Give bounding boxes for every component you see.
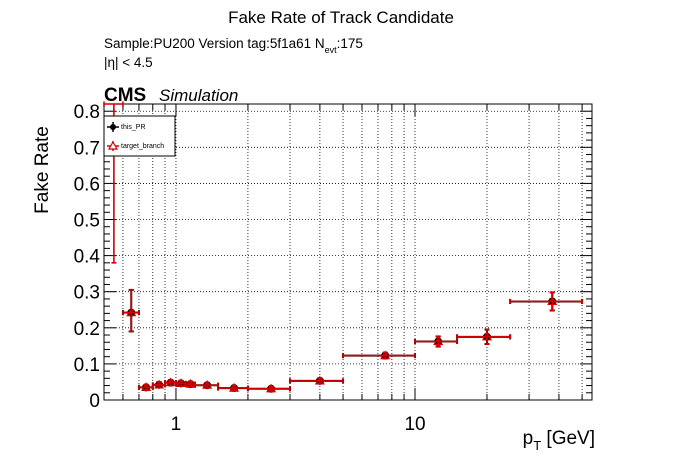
marker-triangle [165, 377, 176, 387]
legend: this_PR target_branch [103, 115, 176, 157]
y-tick-label: 0.7 [74, 138, 100, 159]
x-axis-label: pT [GeV] [523, 428, 595, 453]
data-point [122, 289, 140, 333]
data-point [217, 382, 249, 392]
marker-triangle [433, 336, 444, 346]
data-point [414, 335, 458, 348]
sample-info-text: Sample:PU200 Version tag:5f1a61 N [104, 36, 325, 51]
marker-triangle [229, 382, 240, 392]
nevt-subscript: evt [325, 45, 338, 55]
series-this-pr [121, 288, 584, 393]
marker-triangle [154, 379, 165, 389]
y-tick-label: 0.8 [74, 102, 100, 123]
sample-info: Sample:PU200 Version tag:5f1a61 Nevt:175 [104, 36, 363, 55]
data-point [138, 382, 154, 391]
marker-triangle [126, 307, 137, 317]
legend-label-target-branch: target_branch [121, 143, 164, 150]
marker-triangle [141, 382, 152, 391]
x-tick-label: 10 [404, 414, 425, 435]
x-axis-label-unit: [GeV] [541, 428, 595, 449]
nevt-value: :175 [337, 36, 363, 51]
eta-cut-label: |η| < 4.5 [104, 55, 153, 70]
data-point [342, 350, 416, 360]
simulation-label: Simulation [159, 86, 238, 105]
x-tick-label: 1 [171, 414, 182, 435]
chart-title: Fake Rate of Track Candidate [228, 8, 454, 27]
x-axis-label-sub: T [533, 438, 541, 453]
legend-box [103, 115, 176, 157]
series-target-branch [103, 101, 583, 393]
marker-triangle [175, 378, 187, 387]
y-tick-label: 0.3 [74, 283, 100, 304]
data-point [164, 377, 177, 387]
y-axis-label: Fake Rate [32, 126, 53, 214]
marker-triangle [380, 350, 391, 360]
marker-triangle [185, 378, 196, 388]
x-axis-label-main: p [523, 428, 534, 449]
y-tick-label: 0.1 [74, 355, 100, 376]
marker-triangle [547, 296, 558, 306]
plot-frame-border [103, 103, 593, 401]
legend-marker-target-branch [107, 140, 119, 151]
data-point [175, 378, 187, 387]
legend-marker-this-pr [107, 122, 119, 132]
y-tick-label: 0.6 [74, 174, 100, 195]
y-tick-label: 0.2 [74, 319, 100, 340]
plot-frame [103, 103, 593, 401]
cms-label: CMS [104, 85, 146, 106]
data-point [247, 383, 291, 393]
data-point [194, 379, 219, 389]
y-tick-label: 0.4 [74, 247, 101, 268]
data-point [456, 328, 511, 345]
data-point [289, 375, 344, 385]
data-point [509, 291, 583, 312]
y-tick-label: 0.5 [74, 211, 100, 232]
data-point [151, 379, 166, 389]
marker-triangle [314, 375, 325, 385]
marker-triangle [266, 383, 277, 393]
marker-triangle [481, 331, 493, 341]
legend-label-this-pr: this_PR [121, 124, 146, 131]
data-series [103, 101, 584, 393]
axis-ticks: 1 10 0 0.1 0.2 0.3 0.4 0.5 0.6 0.7 0.8 [74, 102, 592, 435]
marker-triangle [202, 379, 213, 389]
data-point [185, 378, 196, 388]
y-tick-label: 0 [89, 391, 100, 412]
